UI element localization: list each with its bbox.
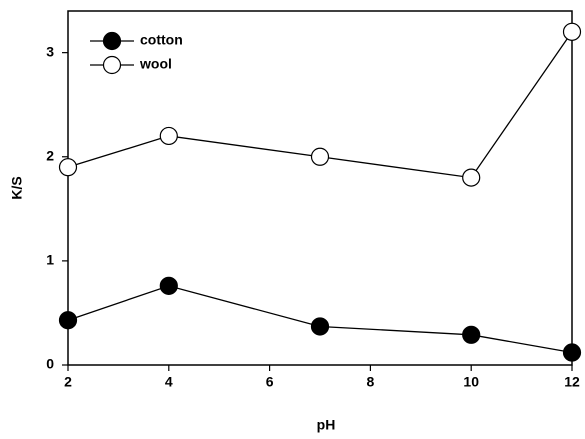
legend-marker	[102, 55, 122, 75]
marker	[562, 22, 582, 41]
y-tick-label: 2	[46, 147, 54, 163]
x-tick-label: 8	[367, 374, 375, 390]
y-axis-label: K/S	[9, 176, 25, 199]
marker	[159, 126, 178, 146]
marker	[310, 147, 330, 166]
marker	[310, 317, 330, 336]
x-axis-label: pH	[317, 417, 336, 433]
marker	[462, 168, 481, 187]
marker	[58, 311, 78, 330]
y-tick-label: 3	[46, 43, 54, 59]
x-tick-label: 12	[564, 374, 580, 390]
x-tick-label: 4	[165, 374, 173, 390]
plot-frame	[67, 10, 573, 366]
y-tick-label: 1	[46, 252, 54, 268]
marker	[159, 276, 178, 295]
marker	[58, 158, 78, 177]
x-tick-label: 2	[64, 374, 72, 390]
marker	[462, 325, 481, 344]
x-tick-label: 6	[266, 374, 274, 390]
legend-label: wool	[139, 56, 172, 72]
x-tick-label: 10	[463, 374, 479, 390]
legend-label: cotton	[140, 32, 183, 48]
legend-marker	[102, 31, 122, 51]
y-tick-label: 0	[46, 356, 54, 372]
marker	[562, 343, 582, 362]
